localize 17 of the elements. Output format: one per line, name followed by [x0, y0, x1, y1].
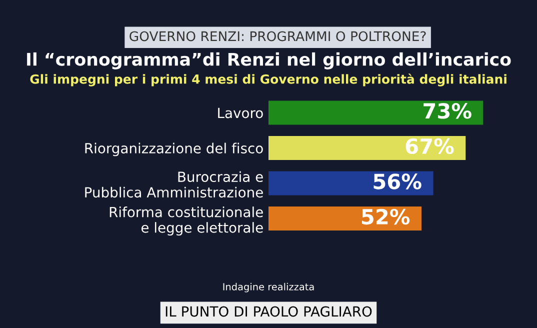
bar [268, 100, 484, 125]
text: GOVERNO RENZI: PROGRAMMI O POLTRONE? [130, 31, 426, 42]
y-tick-label: Riforma costituzionale e legge elettorale [110, 206, 263, 236]
y-tick-label: Lavoro [218, 108, 263, 118]
bar [268, 136, 466, 160]
y-tick-label: Riorganizzazione del fisco [85, 142, 263, 156]
chart-subtitle: Gli impegni per i primi 4 mesi di Governo nelle priorità degli italiani [30, 74, 506, 86]
data-label: 73% [424, 103, 472, 119]
data-label: 56% [374, 174, 422, 190]
data-label: 52% [362, 208, 410, 225]
y-tick-label: Burocrazia e Pubblica Amministrazione [85, 171, 263, 198]
chart-title: Il “cronogramma”di Renzi nel giorno dell’incarico [27, 52, 511, 70]
bar [268, 171, 434, 196]
text: IL PUNTO DI PAOLO PAGLIARO [166, 306, 372, 317]
text: Indagine realizzata [223, 282, 314, 292]
bar [268, 206, 422, 231]
data-label: 67% [406, 138, 454, 154]
